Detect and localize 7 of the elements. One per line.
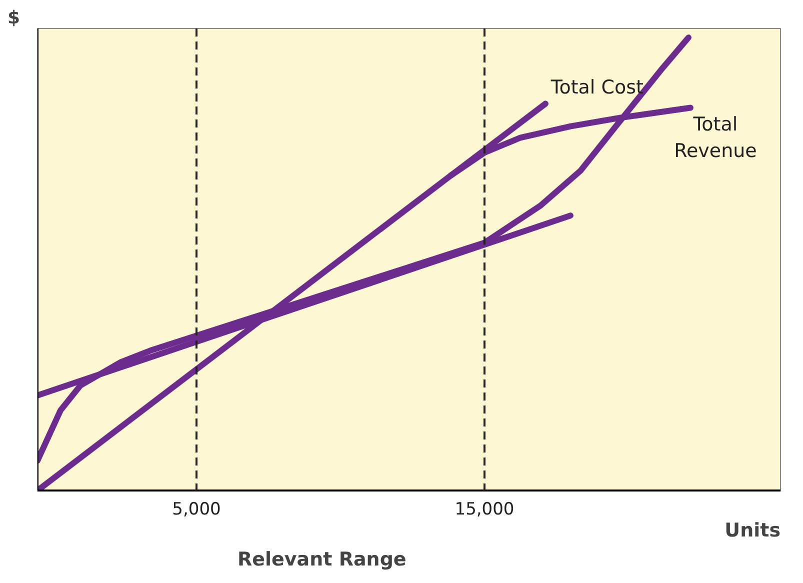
- x-tick-label: 15,000: [454, 500, 514, 520]
- x-axis-title: Units: [724, 520, 780, 542]
- series-label: Total Cost: [550, 76, 644, 99]
- text: Relevant Range: [238, 548, 406, 570]
- y-axis-title: $: [8, 8, 20, 28]
- x-tick-label: 5,000: [172, 500, 221, 520]
- series-label: Total Revenue: [674, 114, 757, 162]
